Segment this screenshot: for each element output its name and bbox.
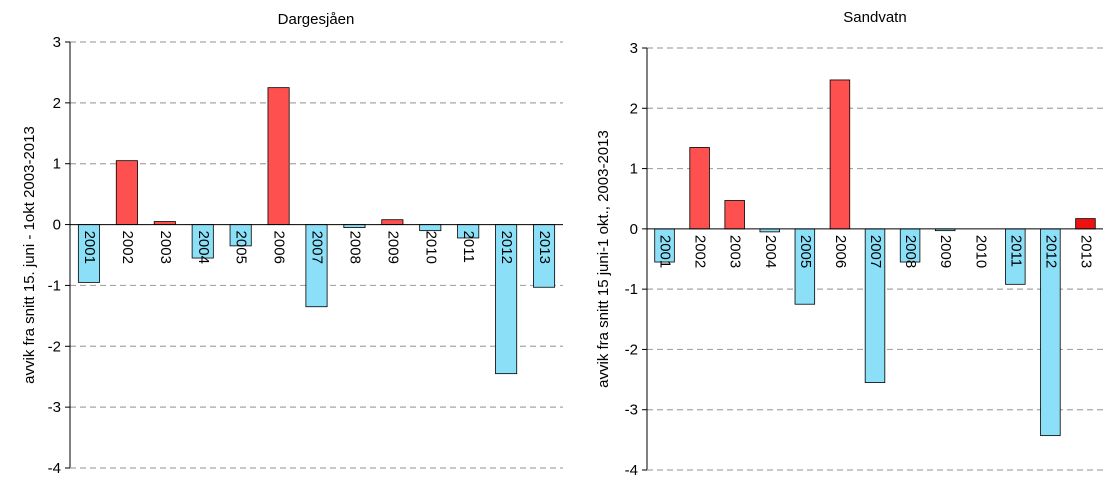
chart1-category-label: 2011 [460, 231, 477, 263]
chart1-ytick-label: -4 [48, 460, 61, 477]
chart1-title: Dargesjåen [278, 11, 355, 28]
chart2-ytick-label: 3 [630, 40, 638, 57]
chart2-ylabel: avvik fra snitt 15 juni-1 okt., 2003-201… [595, 130, 612, 388]
chart1-category-label: 2009 [384, 231, 401, 264]
chart2-bar-2003 [724, 200, 745, 230]
chart2-ytick-label: -2 [625, 341, 638, 358]
chart1-category-label: 2003 [157, 231, 174, 264]
chart2-category-label: 2013 [1077, 235, 1094, 268]
chart2-ytick-label: -1 [625, 281, 638, 298]
chart2-title: Sandvatn [843, 9, 906, 26]
chart1-category-label: 2006 [271, 231, 288, 264]
chart2-category-label: 2005 [797, 235, 814, 268]
chart1-ytick-label: 1 [53, 156, 61, 173]
chart1-ytick-label: 2 [53, 95, 61, 112]
chart2-category-label: 2010 [972, 235, 989, 268]
chart2-category-label: 2001 [657, 235, 674, 268]
chart2-bar-2006 [829, 79, 851, 230]
chart2-ytick-label: 0 [630, 221, 638, 238]
chart2-category-label: 2006 [832, 235, 849, 268]
chart2-ytick-label: 1 [630, 161, 638, 178]
chart1-category-label: 2008 [346, 231, 363, 264]
chart1-ytick-label: -2 [48, 338, 61, 355]
chart1-category-label: 2005 [233, 231, 250, 264]
chart2-category-label: 2004 [762, 235, 779, 268]
chart1-category-label: 2002 [119, 231, 136, 264]
chart1-ytick-label: -3 [48, 399, 61, 416]
chart1-category-label: 2004 [195, 231, 212, 264]
chart2-category-label: 2002 [692, 235, 709, 268]
chart1-group: Dargesjåen avvik fra snitt 15. juni - 1ok… [21, 11, 563, 477]
chart1-category-label: 2010 [422, 231, 439, 264]
chart2-ytick-label: 2 [630, 100, 638, 117]
chart1-category-label: 2013 [536, 231, 553, 264]
chart2-category-label: 2008 [902, 235, 919, 268]
chart2-category-label: 2003 [727, 235, 744, 268]
chart1-ytick-label: 0 [53, 217, 61, 234]
chart1-ylabel: avvik fra snitt 15. juni - 1okt 2003-201… [21, 126, 38, 384]
chart2-ytick-label: -3 [625, 402, 638, 419]
chart2-category-label: 2011 [1007, 235, 1024, 267]
chart1-bar-2002 [115, 160, 138, 225]
chart1-category-label: 2012 [498, 231, 515, 264]
chart1-category-label: 2007 [309, 231, 326, 264]
chart2-category-label: 2009 [937, 235, 954, 268]
chart1-category-label: 2001 [81, 231, 98, 264]
chart1-bar-2006 [267, 87, 290, 225]
chart2-category-label: 2007 [867, 235, 884, 268]
chart2-bar-2013 [1075, 218, 1096, 230]
chart2-group: Sandvatn avvik fra snitt 15 juni-1 okt., … [595, 9, 1103, 479]
chart2-bar-2002 [689, 147, 710, 230]
chart1-bar-2009 [381, 219, 404, 225]
chart2-ytick-label: -4 [625, 462, 638, 479]
chart2-category-label: 2012 [1042, 235, 1059, 268]
chart1-ytick-label: 3 [53, 34, 61, 51]
chart1-ytick-label: -1 [48, 277, 61, 294]
